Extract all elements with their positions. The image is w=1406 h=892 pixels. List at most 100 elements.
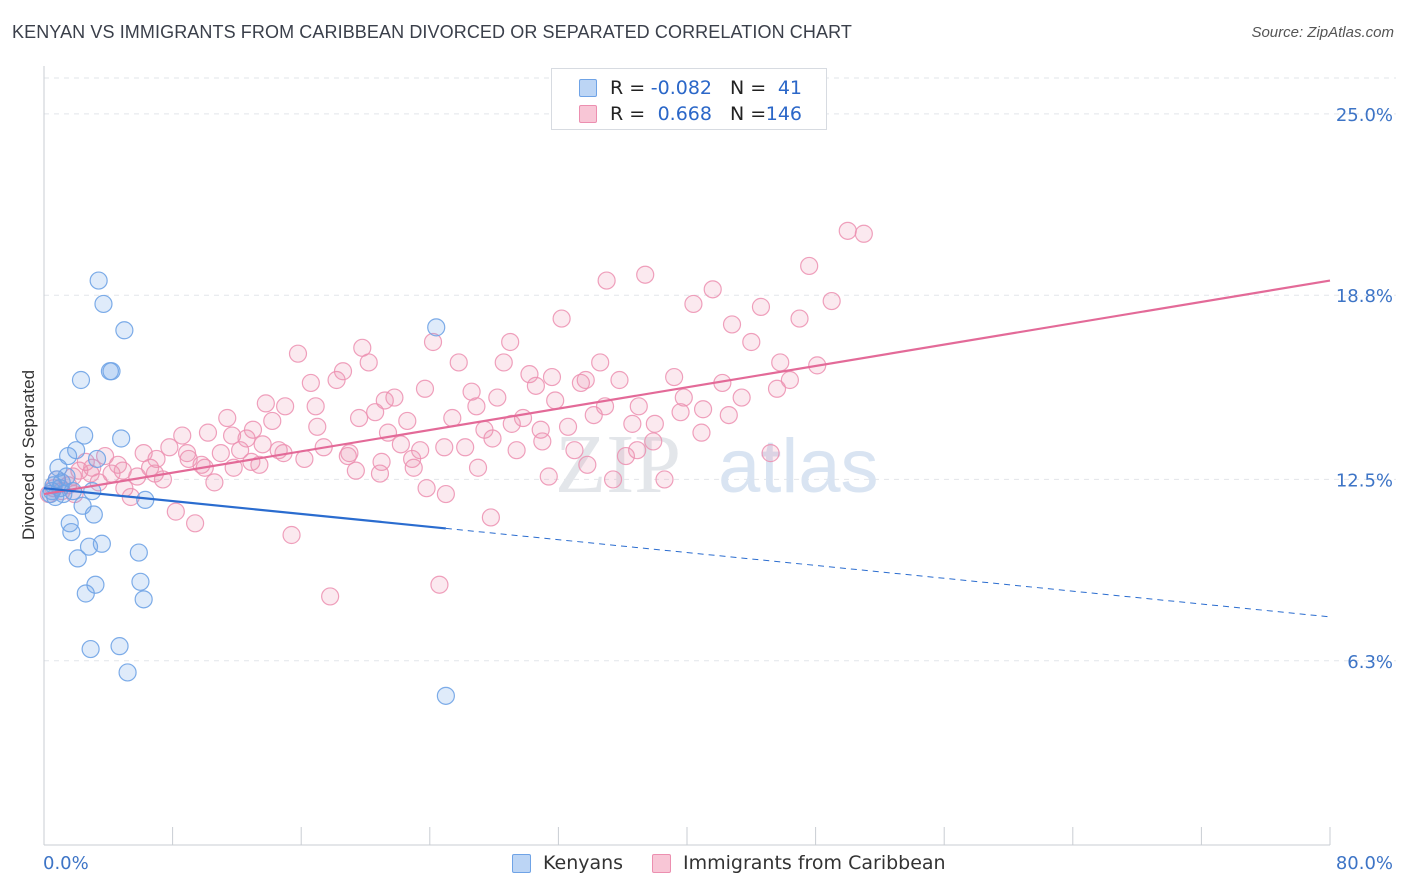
caribbean-point — [301, 373, 320, 393]
kenyan-point — [436, 686, 455, 705]
series-legend-swatch-caribbean — [652, 854, 671, 873]
caribbean-point — [692, 423, 711, 442]
caribbean-point — [578, 455, 597, 474]
caribbean-point — [671, 403, 690, 422]
caribbean-point — [349, 408, 369, 428]
y-tick-label: 18.8% — [1336, 286, 1393, 307]
caribbean-point — [282, 525, 301, 545]
caribbean-point — [488, 388, 507, 407]
caribbean-point — [790, 309, 809, 328]
kenyan-point — [427, 318, 446, 337]
caribbean-point — [665, 367, 684, 387]
caribbean-point — [370, 464, 390, 483]
caribbean-point — [552, 309, 571, 328]
caribbean-point — [211, 444, 230, 463]
caribbean-point — [616, 446, 636, 466]
caribbean-point — [693, 400, 713, 419]
caribbean-point — [160, 438, 179, 457]
kenyan-point — [71, 370, 91, 390]
series-legend-kenyans: Kenyans — [543, 852, 624, 874]
caribbean-point — [449, 353, 468, 372]
caribbean-point — [436, 484, 455, 504]
caribbean-point — [565, 441, 584, 460]
correlation-legend: R = -0.082 N = 41 R = 0.668 N = 146 — [551, 68, 827, 130]
caribbean-point — [636, 265, 655, 284]
caribbean-point — [533, 432, 552, 451]
caribbean-point — [359, 353, 378, 372]
watermark: ZIP atlas — [555, 418, 879, 511]
gridlines — [44, 77, 1396, 662]
kenyan-point — [115, 321, 134, 340]
kenyan-point — [86, 575, 105, 594]
caribbean-point — [166, 502, 185, 521]
kenyan-point — [87, 449, 107, 469]
x-tick-label: 80.0% — [1336, 853, 1393, 874]
y-tick-label: 6.3% — [1347, 652, 1393, 673]
caribbean-point — [800, 256, 819, 276]
caribbean-point — [610, 370, 629, 390]
chart-title: KENYAN VS IMMIGRANTS FROM CARIBBEAN DIVO… — [12, 22, 852, 42]
caribbean-point — [539, 467, 558, 486]
caribbean-point — [338, 446, 357, 466]
caribbean-point — [308, 417, 327, 436]
caribbean-point — [655, 470, 674, 489]
caribbean-point — [321, 587, 340, 606]
caribbean-point — [546, 391, 565, 410]
caribbean-point — [417, 479, 436, 498]
kenyan-point — [89, 271, 108, 290]
caribbean-point — [780, 370, 799, 390]
caribbean-point — [771, 353, 790, 372]
y-tick-label: 12.5% — [1336, 470, 1393, 491]
caribbean-point — [526, 376, 545, 395]
caribbean-point — [507, 441, 526, 460]
caribbean-point — [253, 435, 272, 454]
caribbean-point — [838, 221, 857, 240]
caribbean-point — [340, 444, 359, 463]
x-tick-label: 0.0% — [43, 853, 89, 874]
y-tick-label: 25.0% — [1336, 105, 1393, 126]
caribbean-point — [306, 397, 325, 416]
kenyan-point — [112, 429, 131, 448]
caribbean-point — [415, 379, 435, 398]
caribbean-point — [205, 473, 224, 492]
legend-n-label: N = — [730, 77, 767, 99]
legend-n-value: 41 — [777, 77, 802, 99]
legend-row-kenyans: R = -0.082 N = 41 — [552, 75, 826, 101]
trendlines — [43, 279, 1331, 618]
axes — [43, 66, 1331, 846]
caribbean-point — [113, 461, 132, 480]
legend-r-value: 0.668 — [657, 103, 712, 125]
tick-labels: 6.3% 12.5% 18.8% 25.0% 0.0% 80.0% — [43, 105, 1393, 874]
kenyan-point — [131, 572, 150, 591]
caribbean-point — [231, 441, 250, 460]
caribbean-point — [645, 414, 664, 433]
kenyan-point — [67, 441, 86, 460]
caribbean-point — [177, 444, 197, 463]
legend-row-caribbean: R = 0.668 N = 146 — [552, 101, 826, 127]
caribbean-point — [276, 397, 295, 416]
kenyan-point — [118, 663, 137, 682]
legend-swatch-pink — [579, 105, 597, 123]
legend-r-label: R = — [610, 103, 646, 125]
watermark-atlas: atlas — [718, 424, 879, 509]
kenyan-point — [73, 496, 92, 515]
caribbean-point — [256, 394, 275, 413]
caribbean-point — [295, 449, 314, 469]
caribbean-point — [628, 441, 647, 460]
caribbean-point — [722, 315, 742, 334]
kenyan-point — [110, 637, 129, 656]
source-label: Source: ZipAtlas.com — [1251, 24, 1394, 41]
caribbean-point — [542, 367, 562, 387]
kenyan-point — [75, 426, 94, 445]
caribbean-point — [597, 271, 616, 290]
caribbean-point — [243, 420, 263, 439]
caribbean-point — [483, 429, 502, 448]
kenyan-point — [102, 362, 121, 381]
caribbean-point — [173, 426, 192, 445]
caribbean-point — [242, 452, 261, 471]
series-legend-caribbean: Immigrants from Caribbean — [683, 852, 946, 874]
caribbean-point — [375, 391, 394, 410]
kenyan-point — [94, 294, 113, 314]
kenyan-point — [62, 522, 81, 542]
